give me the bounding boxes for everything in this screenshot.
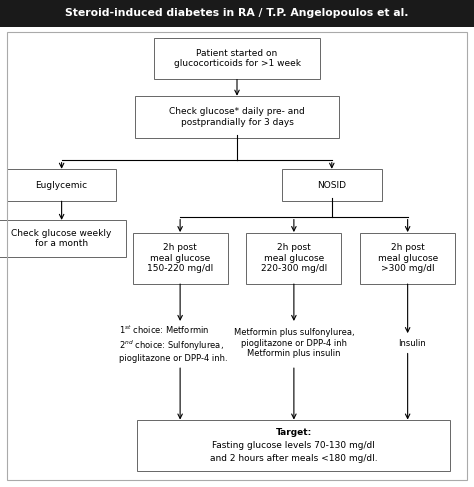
Text: Fasting glucose levels 70-130 mg/dl: Fasting glucose levels 70-130 mg/dl: [212, 441, 375, 450]
Text: 1$^{st}$ choice: Metformin
2$^{nd}$ choice: Sulfonylurea,
pioglitazone or DPP-4 : 1$^{st}$ choice: Metformin 2$^{nd}$ choi…: [118, 324, 228, 363]
Text: Steroid-induced diabetes in RA / T.P. Angelopoulos et al.: Steroid-induced diabetes in RA / T.P. An…: [65, 8, 409, 19]
Text: Check glucose* daily pre- and
postprandially for 3 days: Check glucose* daily pre- and postprandi…: [169, 107, 305, 127]
FancyBboxPatch shape: [360, 233, 455, 283]
Text: NOSID: NOSID: [317, 181, 346, 189]
FancyBboxPatch shape: [282, 169, 382, 201]
FancyBboxPatch shape: [246, 233, 341, 283]
FancyBboxPatch shape: [137, 420, 450, 471]
Text: and 2 hours after meals <180 mg/dl.: and 2 hours after meals <180 mg/dl.: [210, 454, 378, 463]
FancyBboxPatch shape: [154, 38, 320, 79]
FancyBboxPatch shape: [133, 233, 228, 283]
Text: 2h post
meal glucose
220-300 mg/dl: 2h post meal glucose 220-300 mg/dl: [261, 243, 327, 273]
FancyBboxPatch shape: [7, 169, 116, 201]
Text: Insulin: Insulin: [399, 339, 426, 348]
FancyBboxPatch shape: [135, 96, 339, 137]
Text: 2h post
meal glucose
>300 mg/dl: 2h post meal glucose >300 mg/dl: [377, 243, 438, 273]
Text: Target:: Target:: [276, 428, 312, 437]
Text: Euglycemic: Euglycemic: [36, 181, 88, 189]
Text: Metformin plus sulfonylurea,
pioglitazone or DPP-4 inh
Metformin plus insulin: Metformin plus sulfonylurea, pioglitazon…: [234, 328, 354, 358]
FancyBboxPatch shape: [0, 220, 126, 257]
Text: 2h post
meal glucose
150-220 mg/dl: 2h post meal glucose 150-220 mg/dl: [147, 243, 213, 273]
Text: Check glucose weekly
for a month: Check glucose weekly for a month: [11, 229, 112, 248]
Bar: [0, 0, 474, 27]
Text: Patient started on
glucocorticoids for >1 week: Patient started on glucocorticoids for >…: [173, 49, 301, 68]
